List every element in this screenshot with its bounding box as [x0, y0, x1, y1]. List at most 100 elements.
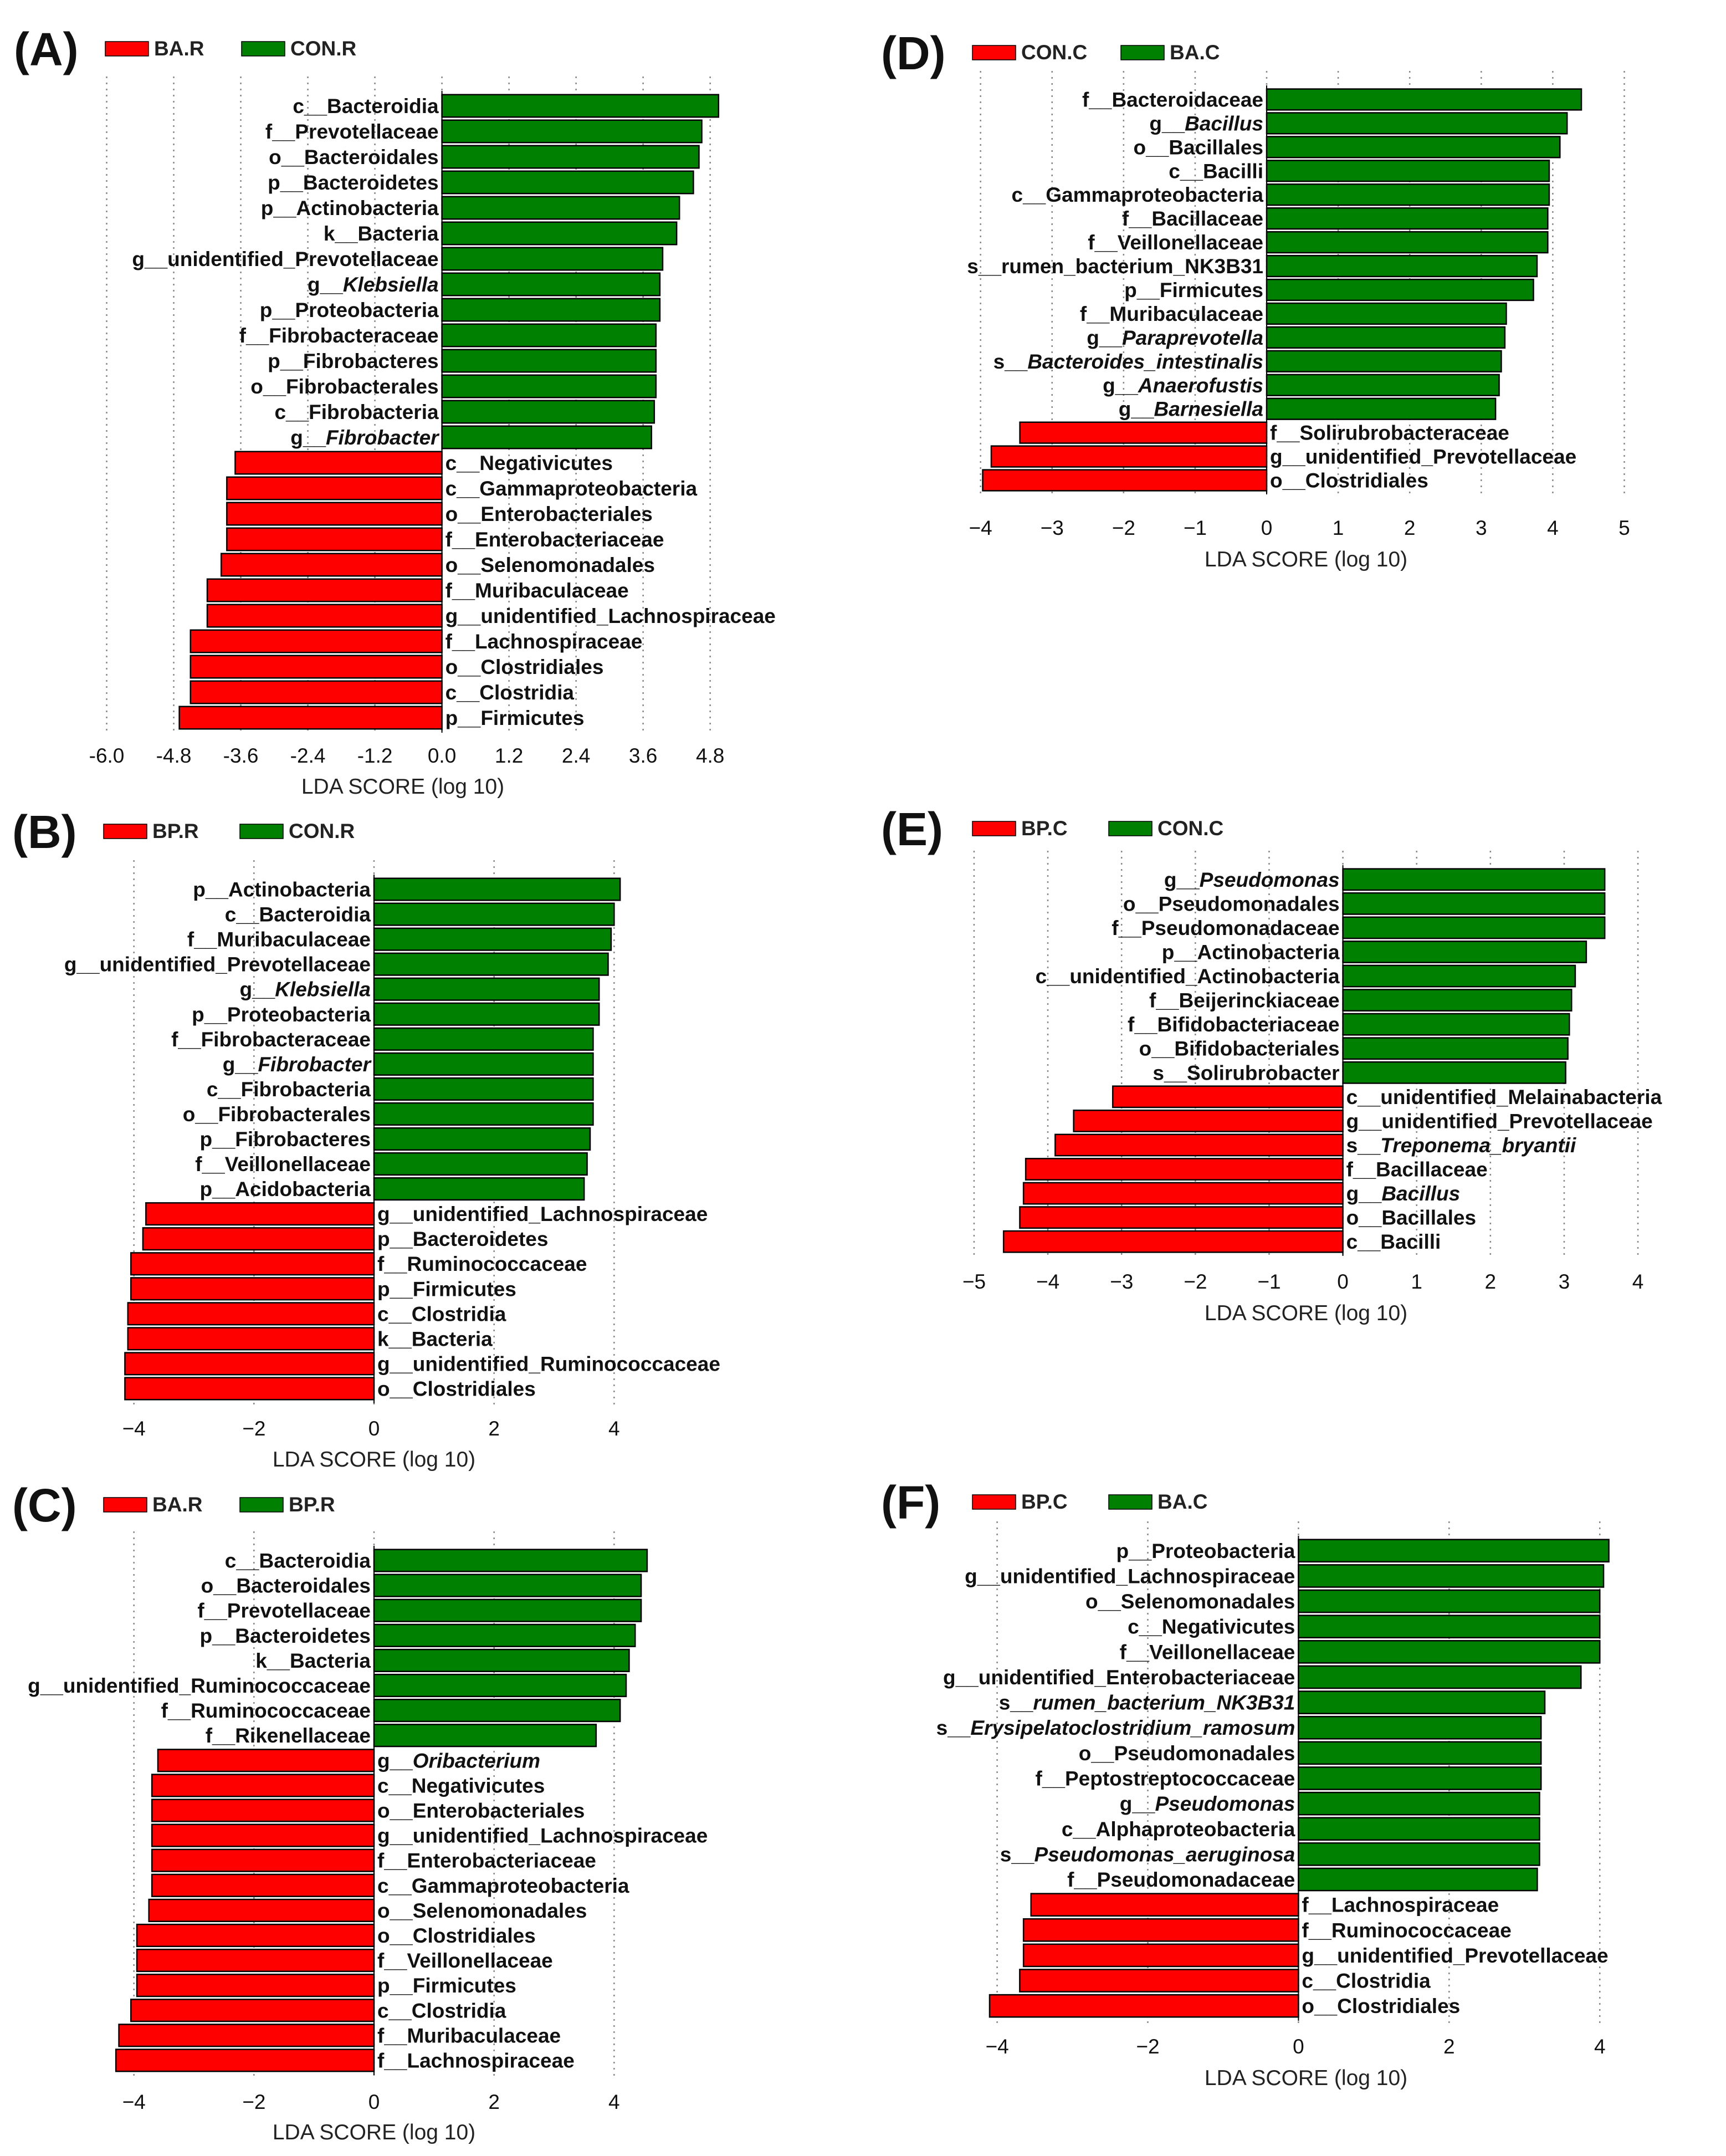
- taxon-label: f__Bifidobacteriaceae: [1128, 1013, 1340, 1036]
- x-tick-label: 2: [1443, 2035, 1455, 2058]
- bar-enriched-group2: [441, 349, 657, 373]
- bar-enriched-group2: [1298, 1690, 1546, 1714]
- bar-enriched-group1: [226, 502, 443, 526]
- bar-enriched-group2: [1266, 207, 1549, 230]
- chart-panel: −4 −2 0 2 4 LDA SCORE (log 10) p__Actinobacter…: [12, 806, 720, 1472]
- x-axis-title: LDA SCORE (log 10): [301, 775, 504, 799]
- legend-swatch-group1: [972, 821, 1016, 836]
- bar-enriched-group2: [441, 196, 680, 220]
- bar-enriched-group2: [1266, 160, 1550, 182]
- legend-swatch-group2: [241, 41, 285, 57]
- taxon-label: c__Bacilli: [1169, 160, 1263, 182]
- taxon-label: c__Negativicutes: [1128, 1616, 1295, 1638]
- bar-enriched-group2: [1342, 1061, 1566, 1084]
- taxon-label: f__Ruminococcaceae: [377, 1253, 587, 1275]
- bar-enriched-group2: [441, 272, 661, 297]
- x-tick-label: 1: [1411, 1270, 1422, 1293]
- taxon-label: f__Fibrobacteraceae: [239, 324, 439, 347]
- x-tick-label: −4: [122, 2091, 146, 2113]
- taxon-label: c__Gammaproteobacteria: [377, 1874, 629, 1897]
- x-tick-label: 4.8: [696, 744, 724, 767]
- taxon-label: g__unidentified_Enterobacteriaceae: [943, 1666, 1295, 1689]
- taxon-label: p__Bacteroidetes: [377, 1228, 548, 1250]
- taxon-label: g__Bacillus: [1346, 1182, 1461, 1205]
- legend-label: CON.R: [290, 37, 356, 60]
- taxon-label: c__Clostridia: [445, 681, 575, 704]
- legend-swatch-group2: [239, 1497, 284, 1513]
- taxon-label: p__Firmicutes: [445, 707, 585, 729]
- x-tick-label: −4: [969, 517, 992, 539]
- taxon-label: f__Enterobacteriaceae: [445, 528, 664, 551]
- bar-enriched-group2: [1342, 868, 1606, 891]
- taxon-label: g__unidentified_Lachnospiraceae: [965, 1565, 1295, 1587]
- chart-panel: −5 −4 −3 −2 −1 0 1 2 3 4 LDA SCORE (log 10) g__Pseu…: [881, 803, 1662, 1325]
- bar-enriched-group1: [1112, 1085, 1344, 1108]
- x-tick-label: 4: [1632, 1270, 1644, 1293]
- taxon-label: c__Fibrobacteria: [274, 401, 439, 423]
- taxon-label: o__Bifidobacteriales: [1139, 1038, 1340, 1060]
- bar-enriched-group1: [130, 1999, 375, 2022]
- bar-enriched-group1: [124, 1377, 375, 1401]
- taxon-label: g__Klebsiella: [239, 978, 371, 1001]
- x-tick-label: −4: [985, 2035, 1008, 2058]
- x-tick-label: 4: [608, 1417, 620, 1440]
- x-tick-label: 4: [1594, 2035, 1606, 2058]
- bar-enriched-group1: [130, 1277, 375, 1301]
- taxon-label: g__Bacillus: [1149, 112, 1263, 135]
- x-tick-label: 3.6: [629, 744, 657, 767]
- x-tick-label: −3: [1041, 517, 1064, 539]
- taxon-label: f__Lachnospiraceae: [377, 2049, 575, 2072]
- taxon-label: o__Bacteroidales: [201, 1575, 371, 1597]
- taxon-label: c__Alphaproteobacteria: [1062, 1818, 1295, 1841]
- bar-enriched-group2: [373, 1177, 585, 1201]
- x-axis-title: LDA SCORE (log 10): [1205, 548, 1407, 571]
- legend-swatch-group1: [972, 1494, 1016, 1510]
- x-tick-label: 2.4: [562, 744, 590, 767]
- taxon-label: o__Clostridiales: [377, 1377, 536, 1400]
- bar-enriched-group1: [151, 1799, 375, 1822]
- bar-enriched-group2: [1298, 1817, 1540, 1841]
- x-tick-label: 4: [608, 2091, 620, 2113]
- taxon-label: o__Clostridiales: [445, 656, 604, 678]
- taxon-label: f__Rikenellaceae: [206, 1724, 371, 1747]
- bar-enriched-group1: [1025, 1158, 1344, 1181]
- taxon-label: c__Clostridia: [1302, 1970, 1431, 1992]
- bar-enriched-group1: [1019, 421, 1268, 444]
- taxon-label: f__Bacillaceae: [1122, 207, 1263, 230]
- bar-enriched-group2: [373, 1052, 594, 1076]
- taxon-label: f__Bacillaceae: [1346, 1158, 1488, 1181]
- bar-enriched-group2: [373, 1699, 621, 1723]
- taxon-label: f__Ruminococcaceae: [1302, 1919, 1511, 1942]
- bar-enriched-group2: [1266, 397, 1497, 420]
- x-tick-label: 0: [1293, 2035, 1304, 2058]
- panel-label: (E): [881, 803, 943, 855]
- taxon-label: s__Bacteroides_intestinalis: [993, 350, 1263, 373]
- taxon-label: o__Fibrobacterales: [183, 1103, 371, 1126]
- bar-enriched-group2: [373, 1127, 591, 1151]
- taxon-label: o__Bacteroidales: [269, 146, 438, 168]
- taxon-label: o__Selenomonadales: [1085, 1590, 1295, 1613]
- taxon-label: f__Muribaculaceae: [1080, 303, 1263, 325]
- bar-enriched-group2: [373, 1724, 597, 1748]
- bar-enriched-group2: [441, 94, 720, 118]
- legend-label: BA.C: [1170, 41, 1220, 64]
- taxon-label: o__Clostridiales: [377, 1924, 536, 1947]
- taxon-label: o__Enterobacteriales: [445, 503, 653, 525]
- bar-enriched-group2: [373, 1152, 588, 1176]
- x-tick-label: 0: [368, 2091, 380, 2113]
- x-tick-label: −2: [1184, 1270, 1207, 1293]
- bar-enriched-group1: [124, 1352, 375, 1376]
- x-tick-label: −1: [1257, 1270, 1281, 1293]
- chart-panel: −4 −2 0 2 4 LDA SCORE (log 10) p__Proteobacter…: [881, 1476, 1610, 2090]
- bar-enriched-group2: [373, 927, 612, 951]
- taxon-label: o__Selenomonadales: [377, 1899, 587, 1922]
- bar-enriched-group2: [441, 323, 657, 348]
- panel-label: (F): [881, 1476, 940, 1529]
- bar-enriched-group2: [373, 952, 609, 976]
- bar-enriched-group2: [1266, 136, 1561, 159]
- taxon-label: p__Bacteroidetes: [268, 171, 438, 194]
- bar-enriched-group1: [990, 445, 1268, 468]
- x-tick-label: −2: [1136, 2035, 1159, 2058]
- x-tick-label: 0: [1261, 517, 1273, 539]
- x-axis-title: LDA SCORE (log 10): [1205, 2066, 1407, 2090]
